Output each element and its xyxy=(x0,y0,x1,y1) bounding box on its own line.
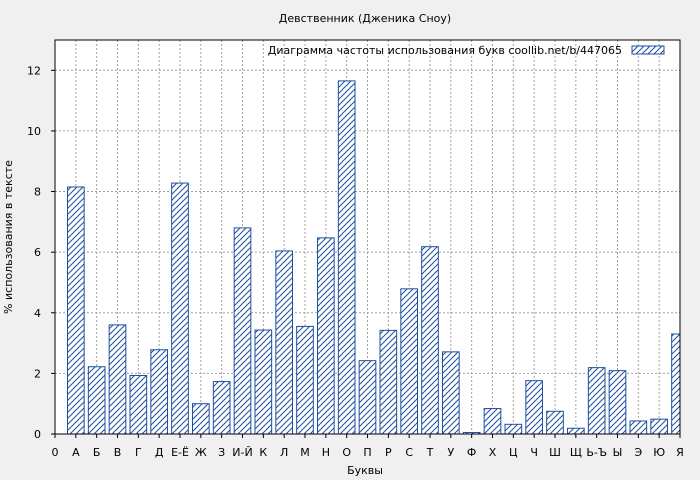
bar-З xyxy=(212,381,231,435)
y-axis-label: % использования в тексте xyxy=(2,160,15,314)
x-tick-label: Г xyxy=(135,446,142,459)
bar-Ь-Ъ xyxy=(587,367,606,435)
x-tick-label: А xyxy=(72,446,80,459)
x-tick-label: Я xyxy=(676,446,684,459)
x-tick-label: Р xyxy=(385,446,392,459)
bar-Щ xyxy=(567,427,585,435)
bar-И-Й xyxy=(233,227,252,435)
bar-Б xyxy=(87,366,106,435)
bar-Р xyxy=(379,329,398,435)
x-tick-label: Ш xyxy=(549,446,561,459)
x-tick-label: Ю xyxy=(653,446,665,459)
bar-О xyxy=(337,80,356,435)
y-tick-label: 0 xyxy=(34,428,41,441)
x-tick-label: П xyxy=(363,446,371,459)
bar-К xyxy=(254,329,273,435)
x-tick-label: Е-Ё xyxy=(171,446,189,459)
x-tick-label: В xyxy=(114,446,122,459)
bar-Я xyxy=(671,333,681,435)
y-axis-ticks: 0 2 4 6 8 10 12 xyxy=(27,64,55,441)
x-tick-label: Ф xyxy=(467,446,476,459)
x-tick-label: И-Й xyxy=(232,446,252,459)
x-tick-label: Ц xyxy=(509,446,518,459)
chart-title: Девственник (Дженика Сноу) xyxy=(279,12,451,25)
x-tick-label: Э xyxy=(634,446,642,459)
y-tick-label: 10 xyxy=(27,125,41,138)
y-tick-label: 8 xyxy=(34,186,41,199)
x-axis-ticks: 0 А Б В Г Д Е-Ё Ж З И-Й К Л М Н О П Р С Т У Ф Х Ц Ч Ш Щ Ь-Ъ Ы Э Ю Я xyxy=(52,434,684,459)
x-tick-label: Ы xyxy=(613,446,623,459)
x-tick-label: Ж xyxy=(195,446,207,459)
bar-Ж xyxy=(192,403,210,435)
y-tick-label: 2 xyxy=(34,367,41,380)
bar-Г xyxy=(129,375,148,435)
x-tick-label: О xyxy=(342,446,351,459)
x-axis-label: Буквы xyxy=(347,464,383,477)
x-tick-label: М xyxy=(300,446,310,459)
x-tick-label: Х xyxy=(489,446,497,459)
bar-Ю xyxy=(650,418,668,435)
bar-Д xyxy=(150,349,168,435)
bar-У xyxy=(442,351,460,435)
y-tick-label: 6 xyxy=(34,246,41,259)
bars xyxy=(67,80,681,435)
x-tick-label: Щ xyxy=(570,446,582,459)
x-tick-label: Б xyxy=(93,446,101,459)
x-tick-label: У xyxy=(447,446,454,459)
y-tick-label: 4 xyxy=(34,307,41,320)
bar-Ы xyxy=(608,370,627,435)
bar-Ц xyxy=(504,423,523,435)
legend-label: Диаграмма частоты использования букв coo… xyxy=(268,44,622,57)
bar-А xyxy=(67,186,85,435)
legend-swatch xyxy=(631,45,665,55)
bar-Х xyxy=(483,408,502,435)
bar-М xyxy=(296,325,314,435)
bar-Т xyxy=(421,246,439,435)
bar-Е-Ё xyxy=(171,182,189,435)
x-tick-label: Н xyxy=(322,446,330,459)
y-tick-label: 12 xyxy=(27,64,41,77)
x-tick-label: К xyxy=(259,446,267,459)
bar-Ш xyxy=(546,410,564,435)
x-tick-label: 0 xyxy=(52,446,59,459)
bar-Ч xyxy=(525,380,543,435)
bar-Н xyxy=(317,237,335,435)
legend: Диаграмма частоты использования букв coo… xyxy=(268,44,665,57)
bar-П xyxy=(358,360,377,435)
x-tick-label: З xyxy=(218,446,225,459)
bar-Э xyxy=(629,420,648,435)
x-tick-label: С xyxy=(405,446,413,459)
bar-Л xyxy=(275,250,294,435)
bar-В xyxy=(108,324,127,435)
x-tick-label: Л xyxy=(280,446,288,459)
bar-С xyxy=(400,288,419,435)
x-tick-label: Ч xyxy=(530,446,538,459)
x-tick-label: Ь-Ъ xyxy=(586,446,607,459)
x-tick-label: Д xyxy=(155,446,164,459)
x-tick-label: Т xyxy=(426,446,434,459)
